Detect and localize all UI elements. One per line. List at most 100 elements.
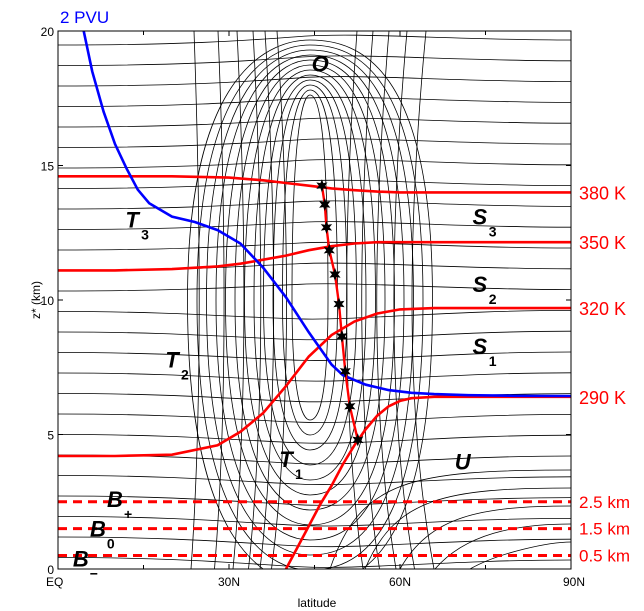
region-subscript: + [124,506,132,522]
theta-contour [58,221,571,230]
isentrope-label: 350 K [579,233,626,253]
isentrope-label: 320 K [579,299,626,319]
tropopause-star [316,179,328,193]
surface-contour [329,469,571,569]
theta-contour [58,179,571,189]
surface-contour [434,523,571,569]
region-subscript: 3 [489,224,497,240]
y-tick-label: 20 [41,25,55,39]
pv-label: 2 PVU [60,8,109,27]
theta-contour [58,283,571,292]
theta-contour [58,495,571,506]
x-axis-title: latitude [298,596,337,610]
region-label: B [90,517,106,542]
theta-contour [58,55,571,66]
isentrope-line [58,240,571,272]
theta-contour [58,117,571,128]
wind-contour [248,31,262,569]
region-subscript: 0 [107,536,115,552]
isentrope-line [58,175,571,194]
theta-contour [58,413,571,423]
wind-contour [187,39,433,569]
theta-contour [58,351,571,361]
region-label: T [165,347,180,372]
region-subscript: 1 [295,466,303,482]
region-label: T [125,207,140,232]
wind-contour [206,49,414,556]
isentropes [58,175,571,569]
wind-contour [376,31,397,569]
wind-contour [253,74,367,481]
x-tick-label: 30N [218,575,240,589]
region-subscript: 2 [489,291,497,307]
tropopause-stars [316,179,364,447]
x-tick-label: 60N [389,575,411,589]
wind-contour [263,79,357,466]
tropopause-star [323,243,335,257]
region-label: O [312,51,329,76]
y-tick-label: 0 [47,563,54,577]
y-tick-label: 15 [41,160,55,174]
x-axis: EQ 30N 60N 90N [46,31,585,589]
theta-contour [58,138,571,148]
theta-contour [58,330,571,341]
height-labels: 2.5 km 1.5 km 0.5 km [579,493,630,566]
theta-labels: 380 K 350 K 320 K 290 K [579,183,626,407]
wind-contour [346,31,364,569]
x-tick-label: EQ [46,575,63,589]
height-label: 1.5 km [579,520,630,539]
region-subscript: 3 [141,226,149,242]
wind-contour [361,31,380,569]
theta-contour [58,34,571,46]
height-label: 2.5 km [579,493,630,512]
tropopause-star [339,364,351,378]
wind-contour [411,31,435,569]
y-tick-label: 10 [41,294,55,308]
region-subscript: − [90,565,98,581]
tropopause-star [352,433,364,447]
wind-contour [232,31,245,569]
isentrope-label: 290 K [579,388,626,408]
surface-contour [469,541,571,569]
region-label: S [472,272,487,297]
tropopause-star [329,267,341,281]
region-subscript: 2 [181,366,189,382]
surface-contour [399,505,571,569]
wind-contour [225,59,395,526]
isentrope-label: 380 K [579,183,626,203]
wind-contour [259,31,275,569]
tropopause-star [336,329,348,343]
tropopause-star [319,198,331,211]
theta-contour [58,159,571,169]
height-lines [58,500,571,558]
region-label: S [472,205,487,230]
tropopause-star [344,399,356,413]
tropopause-star [333,297,345,311]
region-label: B [73,546,89,571]
isentrope-line [58,306,571,458]
theta-contour [58,241,571,251]
region-subscript: 1 [489,353,497,369]
x-tick-label: 90N [563,575,585,589]
surface-contour [364,487,571,569]
wind-contour [244,69,376,496]
tropopause-star [320,220,333,234]
height-label: 0.5 km [579,547,630,566]
y-tick-label: 5 [47,429,54,443]
theta-contour [58,372,571,382]
theta-contour [58,557,571,568]
pv-2pvu-line [82,31,571,398]
theta-contour [58,516,571,527]
theta-contour [58,536,571,548]
y-axis-title: z* (km) [29,281,43,319]
isentrope-line [284,395,571,569]
theta-contour [58,454,571,465]
theta-contour [58,96,571,107]
region-label: B [107,487,123,512]
theta-contour [58,76,571,87]
region-label: S [472,334,487,359]
tropopause-line [320,185,359,441]
